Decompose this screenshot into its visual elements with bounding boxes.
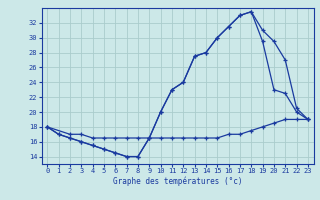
X-axis label: Graphe des températures (°c): Graphe des températures (°c) (113, 177, 242, 186)
